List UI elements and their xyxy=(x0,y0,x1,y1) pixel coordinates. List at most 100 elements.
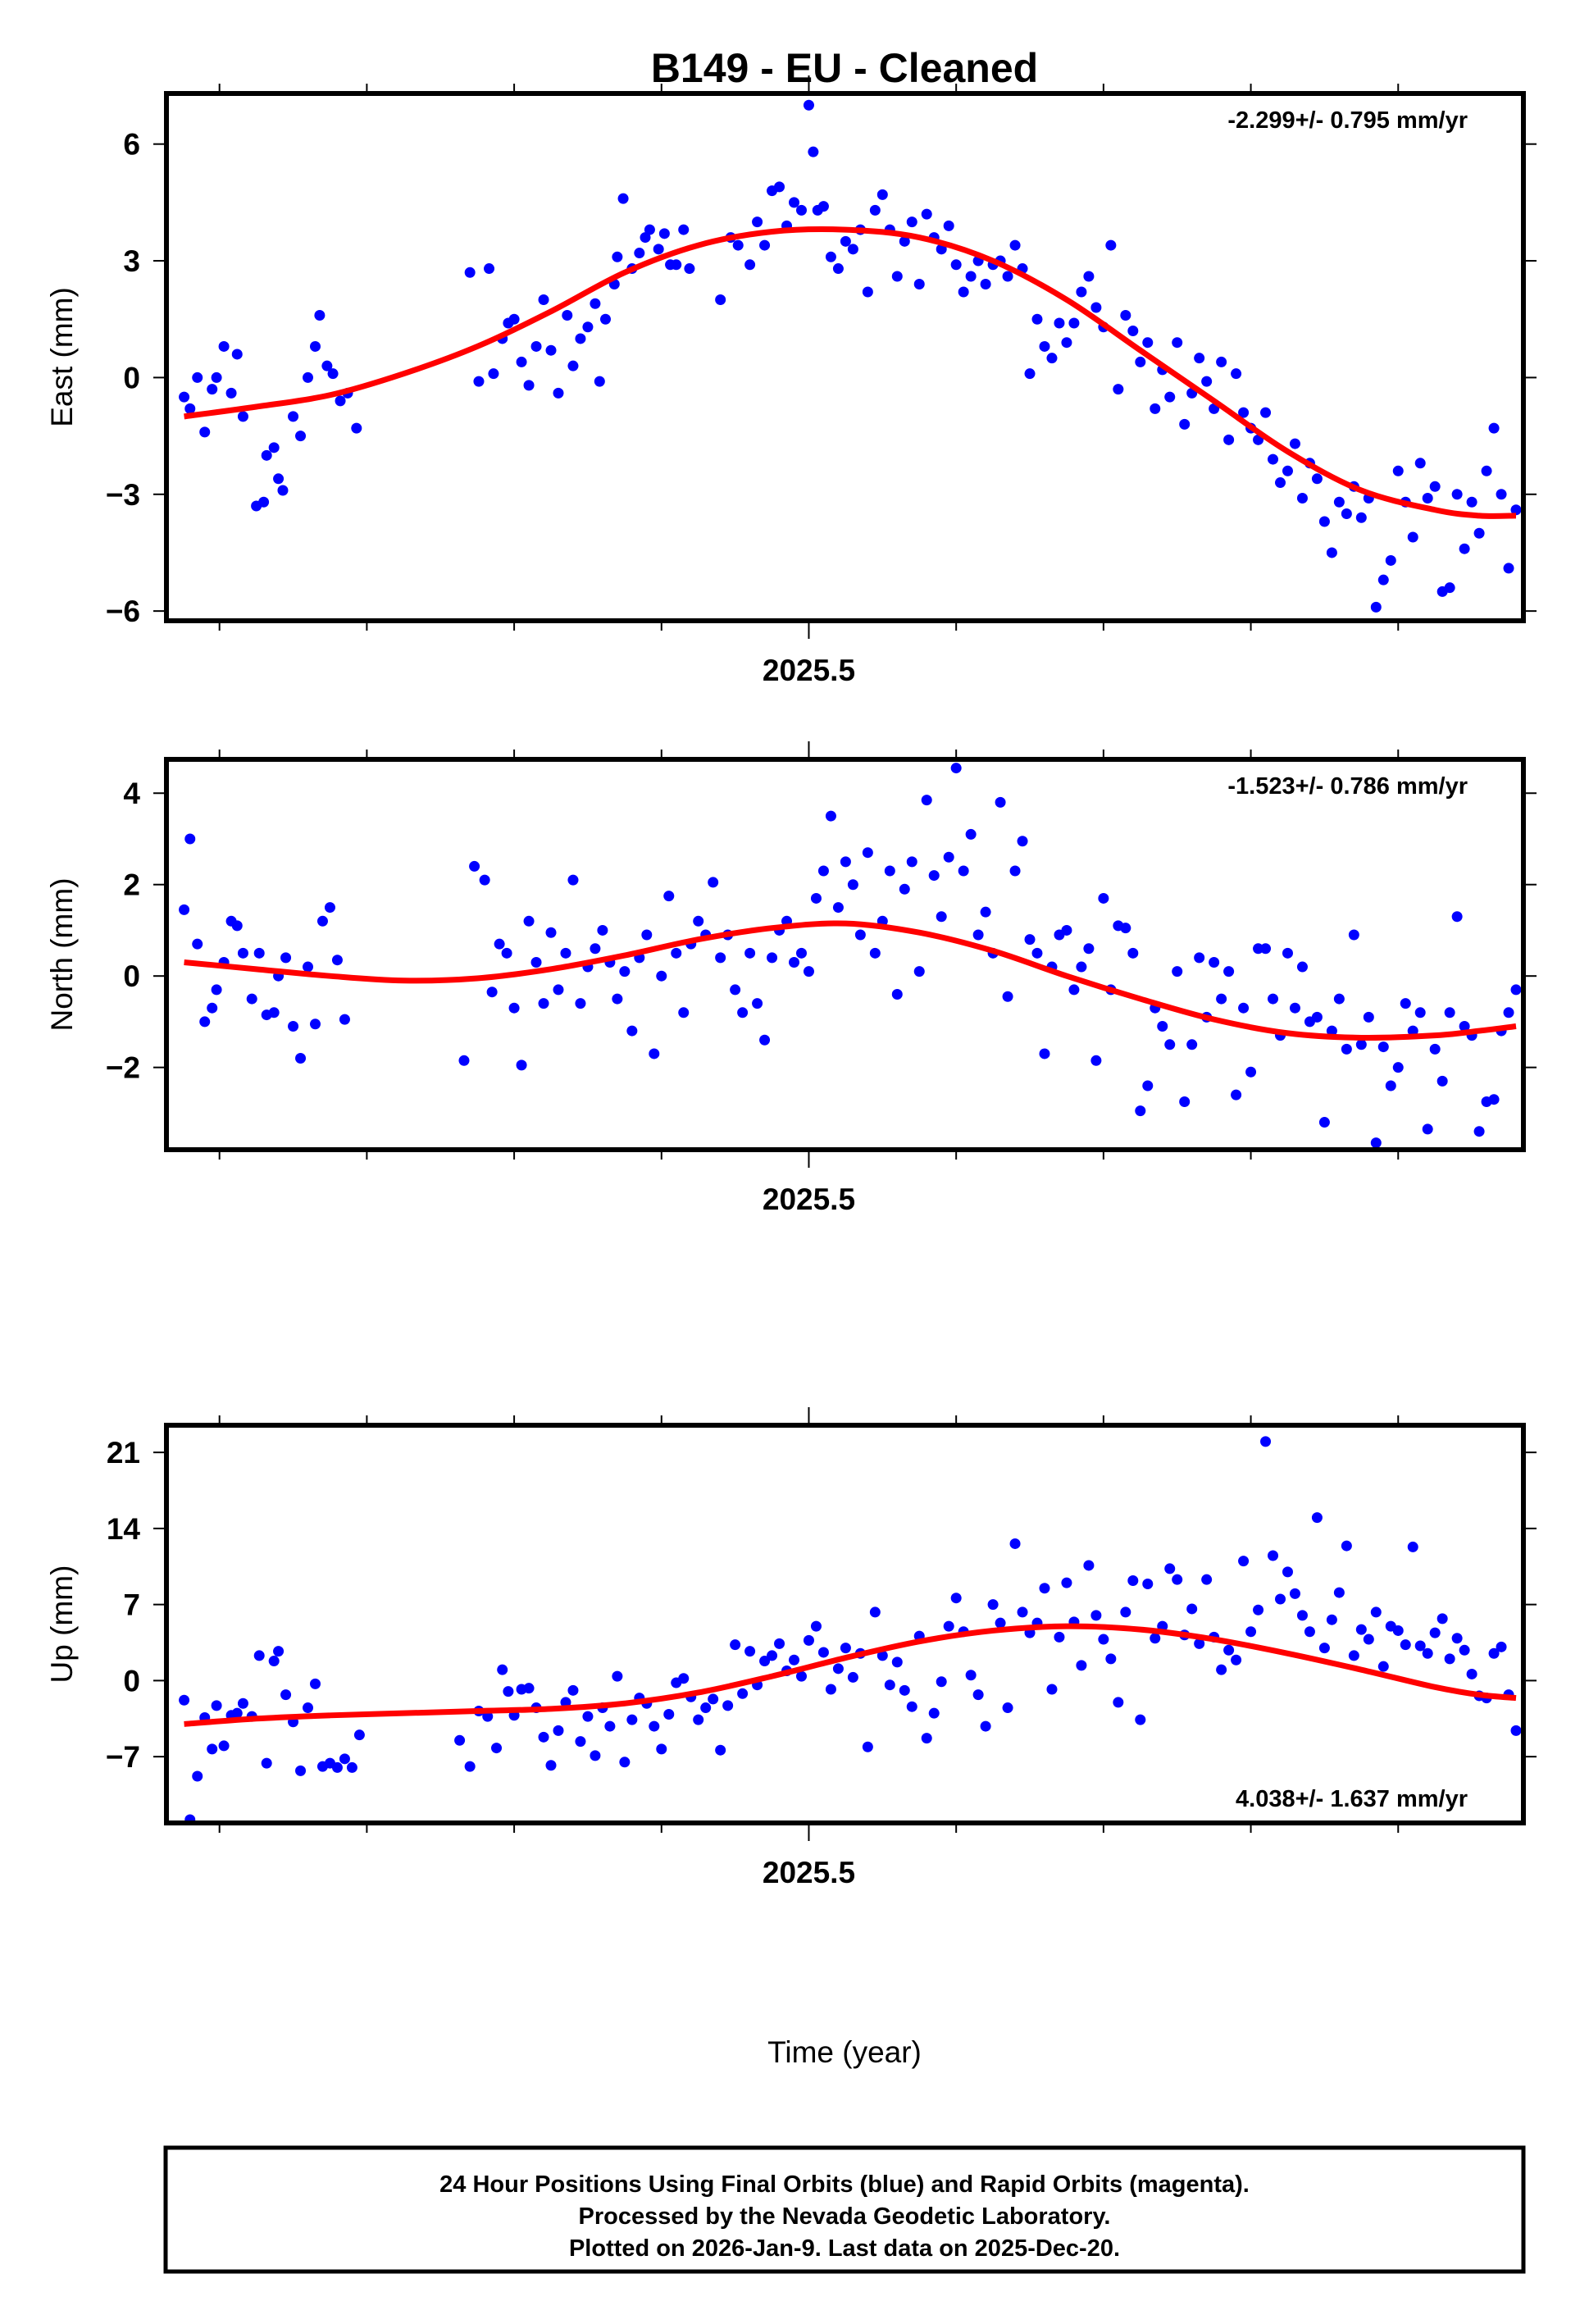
data-point xyxy=(1002,991,1013,1002)
data-point xyxy=(737,1688,749,1699)
data-point xyxy=(538,998,549,1009)
data-point xyxy=(225,387,237,399)
data-point xyxy=(523,380,535,391)
y-tick-label: 14 xyxy=(107,1512,141,1546)
chart-title: B149 - EU - Cleaned xyxy=(651,45,1038,91)
data-point xyxy=(273,1646,285,1657)
data-point xyxy=(1370,1137,1382,1149)
data-point xyxy=(737,1007,749,1018)
data-point xyxy=(921,795,932,806)
data-point xyxy=(1017,1606,1028,1618)
data-point xyxy=(1363,1011,1374,1023)
data-point xyxy=(965,828,977,840)
data-point xyxy=(928,1707,940,1719)
data-point xyxy=(678,224,690,235)
data-point xyxy=(590,943,601,955)
data-point xyxy=(759,1034,771,1046)
data-point xyxy=(795,947,807,959)
data-point xyxy=(936,911,947,923)
data-point xyxy=(1194,353,1205,364)
data-point xyxy=(847,244,858,255)
y-tick-label: 0 xyxy=(123,959,140,993)
data-point xyxy=(913,966,925,977)
fit-curve xyxy=(184,1623,1517,1727)
data-point xyxy=(1444,1653,1455,1665)
data-point xyxy=(295,431,307,442)
data-point xyxy=(1348,1650,1359,1661)
data-point xyxy=(567,360,579,371)
data-point xyxy=(1238,407,1250,418)
data-point xyxy=(1142,337,1154,349)
data-point xyxy=(545,927,557,938)
data-point xyxy=(207,384,218,395)
data-point xyxy=(594,376,605,387)
data-point xyxy=(906,216,917,228)
y-tick-label: −6 xyxy=(106,595,140,628)
data-point xyxy=(759,1656,771,1667)
data-point xyxy=(1296,1610,1308,1621)
data-point xyxy=(817,201,829,212)
data-point xyxy=(316,915,328,927)
data-point xyxy=(321,360,333,371)
data-point xyxy=(774,1638,785,1649)
data-point xyxy=(1194,1638,1205,1649)
data-point xyxy=(303,371,314,383)
data-point xyxy=(1436,1613,1448,1625)
data-point xyxy=(516,356,527,367)
y-tick-label: 2 xyxy=(123,868,140,902)
data-point xyxy=(1238,1002,1250,1014)
fit-curve xyxy=(184,226,1517,519)
y-tick-label: 3 xyxy=(123,244,140,278)
data-points xyxy=(179,763,1522,1149)
data-point xyxy=(958,865,969,877)
y-tick-label: 0 xyxy=(123,1664,140,1697)
y-tick-label: 7 xyxy=(123,1588,140,1622)
data-point xyxy=(295,1053,307,1064)
data-point xyxy=(1268,993,1279,1005)
data-point xyxy=(1216,356,1227,367)
data-point xyxy=(1024,934,1036,946)
rate-label: -1.523+/- 0.786 mm/yr xyxy=(1227,773,1468,800)
data-point xyxy=(825,810,836,822)
data-point xyxy=(1186,1039,1198,1050)
data-point xyxy=(1223,434,1235,445)
data-point xyxy=(649,1048,660,1059)
data-point xyxy=(530,956,542,968)
y-tick-label: 4 xyxy=(123,777,140,810)
data-point xyxy=(604,1720,616,1732)
data-point xyxy=(1009,1538,1021,1549)
data-point xyxy=(1268,453,1279,465)
data-point xyxy=(1385,554,1396,566)
data-point xyxy=(1326,1025,1337,1037)
data-point xyxy=(1429,481,1441,492)
data-point xyxy=(715,294,726,306)
data-point xyxy=(1282,947,1293,959)
data-point xyxy=(700,1702,712,1714)
data-point xyxy=(663,1708,675,1720)
data-point xyxy=(810,1620,822,1632)
data-point xyxy=(1422,1647,1433,1659)
data-point xyxy=(1451,1633,1463,1644)
data-point xyxy=(1414,458,1426,469)
east-panel: 6 3 0 −3 −6 2025.5 East (mm) -2.299+/- 0.795 mm… xyxy=(45,75,1537,687)
data-point xyxy=(184,403,196,414)
data-point xyxy=(730,984,741,996)
data-point xyxy=(619,1757,631,1768)
data-point xyxy=(1009,239,1021,251)
data-point xyxy=(1245,1626,1257,1638)
data-point xyxy=(335,395,346,407)
data-point xyxy=(1068,317,1080,329)
footer-line-2: Processed by the Nevada Geodetic Laborat… xyxy=(579,2203,1111,2230)
data-point xyxy=(1172,1574,1183,1585)
data-point xyxy=(1341,1043,1352,1055)
data-point xyxy=(268,1656,280,1667)
data-point xyxy=(1039,340,1050,352)
data-point xyxy=(192,938,203,950)
data-point xyxy=(1370,1606,1382,1618)
data-point xyxy=(1009,865,1021,877)
data-point xyxy=(832,1663,844,1675)
data-point xyxy=(1385,1080,1396,1091)
data-point xyxy=(1296,493,1308,504)
data-point xyxy=(1377,1661,1389,1672)
data-point xyxy=(1120,309,1131,321)
